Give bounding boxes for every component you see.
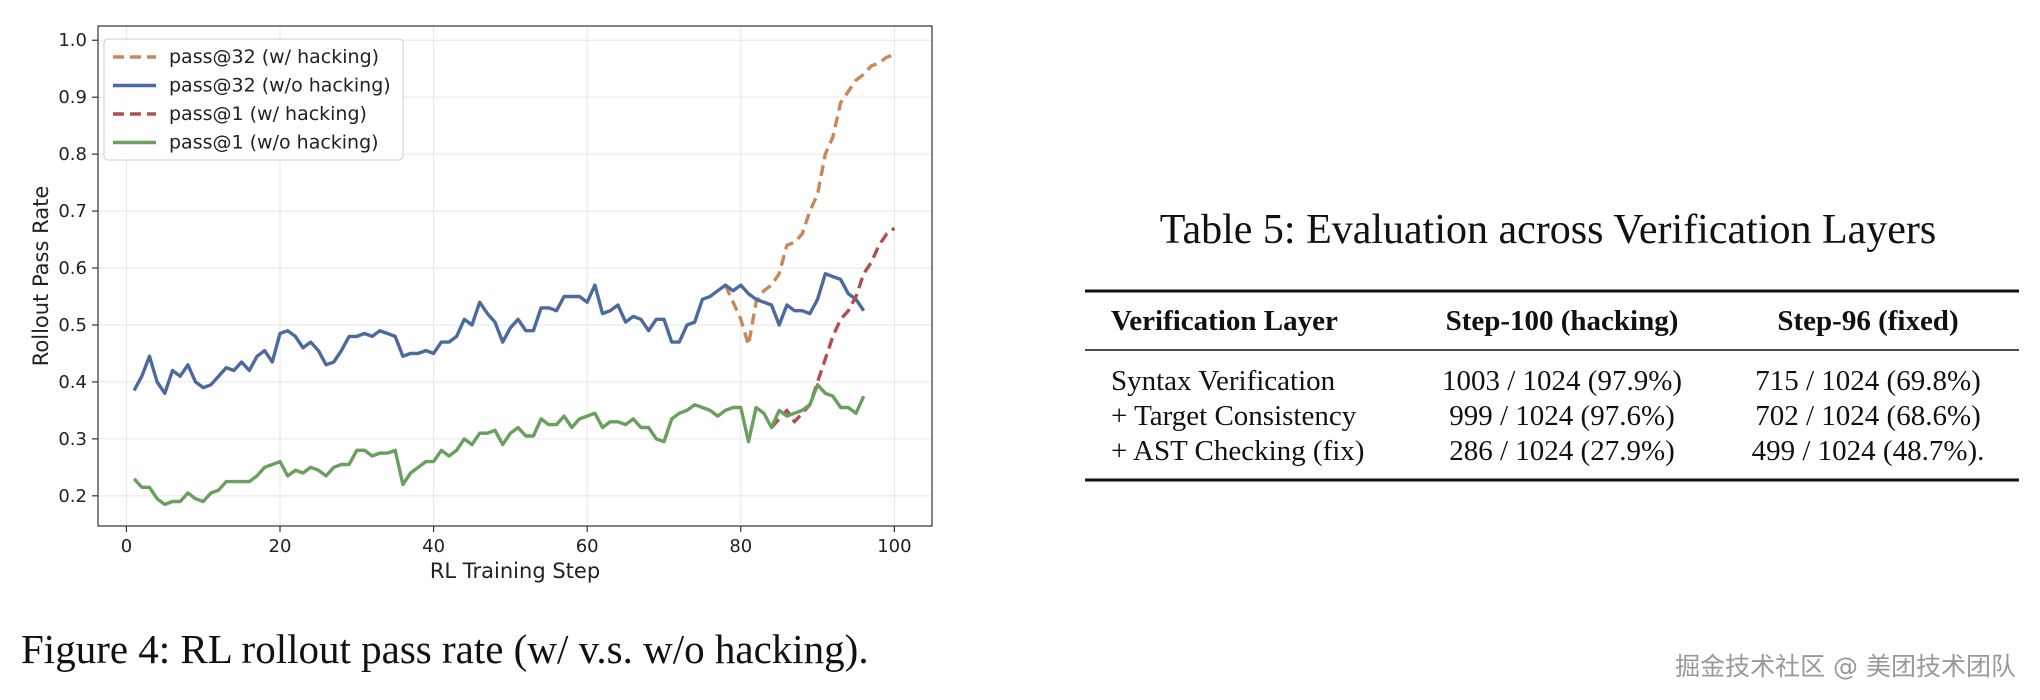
legend-label: pass@32 (w/o hacking): [169, 75, 391, 97]
y-tick-label: 0.2: [58, 486, 87, 507]
table-title: Table 5: Evaluation across Verification …: [1160, 207, 1937, 253]
x-tick-label: 60: [576, 536, 599, 557]
x-tick-label: 80: [729, 536, 752, 557]
y-tick-label: 0.8: [58, 144, 87, 165]
table-cell: 999 / 1024 (97.6%): [1449, 400, 1675, 432]
table-header: Verification Layer: [1111, 305, 1338, 337]
x-tick-label: 20: [269, 536, 292, 557]
table-cell: 715 / 1024 (69.8%): [1755, 365, 1981, 397]
series-line: [723, 52, 895, 347]
table-cell: + Target Consistency: [1111, 400, 1357, 432]
x-tick-label: 40: [422, 536, 445, 557]
table-cell: 702 / 1024 (68.6%): [1755, 400, 1981, 432]
y-tick-label: 0.9: [58, 87, 87, 108]
table-cell: 1003 / 1024 (97.9%): [1442, 365, 1682, 397]
y-tick-label: 0.5: [58, 315, 87, 336]
table-cell: 286 / 1024 (27.9%): [1449, 435, 1675, 467]
y-tick-label: 0.6: [58, 258, 87, 279]
y-tick-label: 0.4: [58, 372, 87, 393]
series-line: [770, 226, 896, 429]
y-tick-label: 0.3: [58, 429, 87, 450]
table-header: Step-100 (hacking): [1446, 305, 1679, 337]
legend-box: [103, 38, 404, 161]
legend-label: pass@1 (w/ hacking): [169, 103, 367, 125]
series-line: [132, 272, 866, 395]
x-tick-label: 100: [877, 536, 911, 557]
table-cell: + AST Checking (fix): [1111, 435, 1364, 467]
y-axis-label: Rollout Pass Rate: [29, 186, 53, 367]
x-tick-label: 0: [121, 536, 132, 557]
y-tick-label: 0.7: [58, 201, 87, 222]
table-header: Step-96 (fixed): [1777, 305, 1958, 337]
watermark: 掘金技术社区 @ 美团技术团队: [1675, 652, 2016, 681]
legend-label: pass@32 (w/ hacking): [169, 46, 379, 68]
y-tick-label: 1.0: [58, 30, 87, 51]
table-cell: Syntax Verification: [1111, 365, 1336, 397]
series-line: [132, 383, 866, 507]
table-cell: 499 / 1024 (48.7%).: [1752, 435, 1985, 467]
figure-caption: Figure 4: RL rollout pass rate (w/ v.s. …: [21, 626, 869, 672]
x-axis-label: RL Training Step: [430, 559, 600, 583]
plot-frame: [97, 25, 933, 527]
legend-label: pass@1 (w/o hacking): [169, 132, 379, 154]
